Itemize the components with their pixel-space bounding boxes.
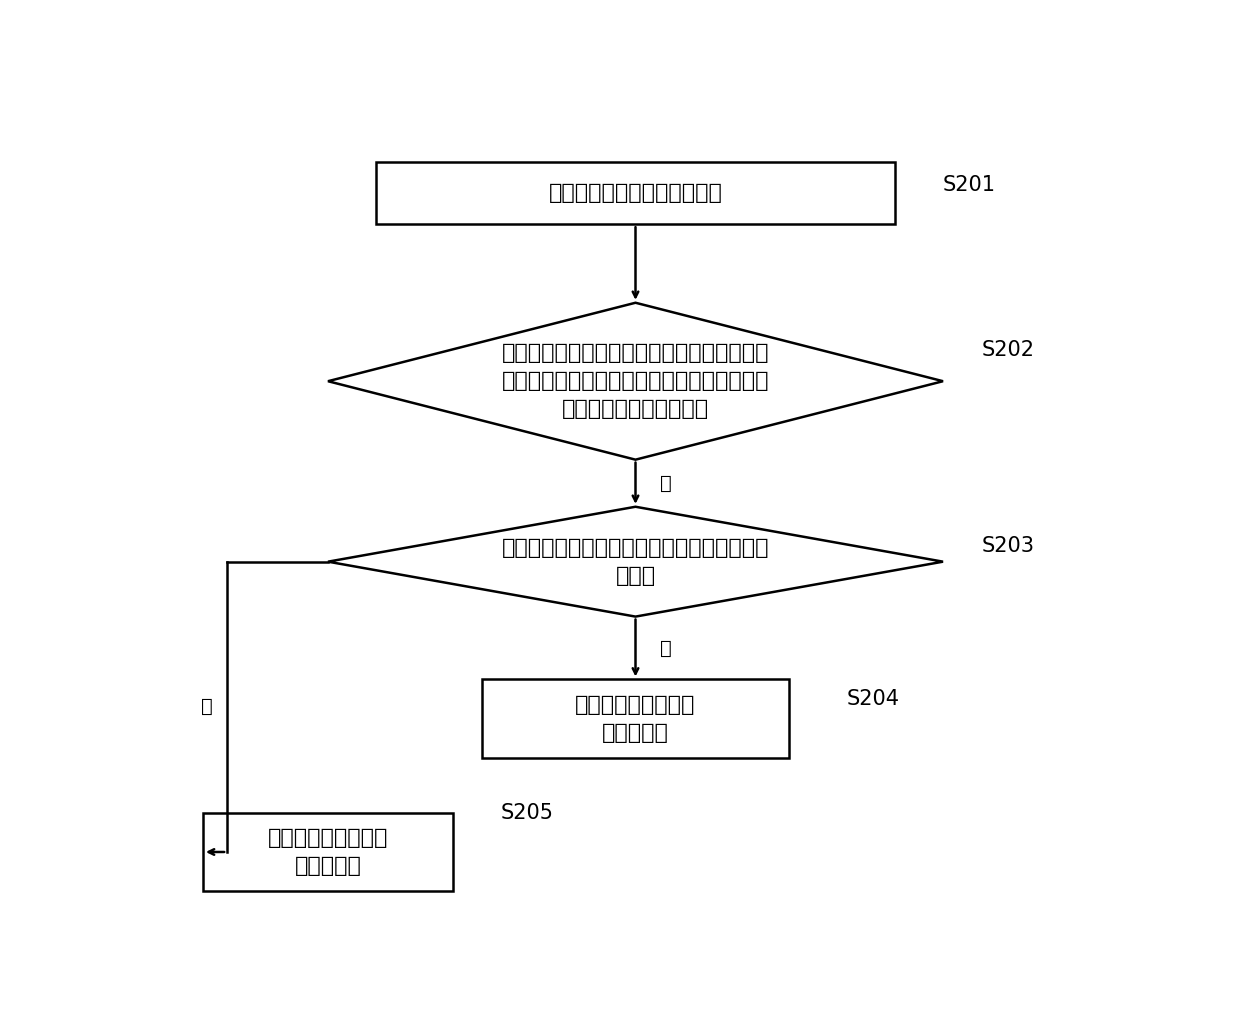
Text: S204: S204 — [847, 689, 900, 709]
Polygon shape — [327, 506, 944, 616]
Text: S201: S201 — [942, 175, 996, 195]
Text: 禁止响应所述应用程
序调度事件: 禁止响应所述应用程 序调度事件 — [575, 695, 696, 743]
FancyBboxPatch shape — [203, 813, 453, 892]
Text: 判断所述应用程序的标识是否记录在存储的白
名单中: 判断所述应用程序的标识是否记录在存储的白 名单中 — [502, 538, 769, 586]
Text: 否: 否 — [660, 474, 671, 493]
Text: 允许响应所述应用程
序调度事件: 允许响应所述应用程 序调度事件 — [268, 828, 388, 876]
Text: S203: S203 — [982, 536, 1034, 556]
FancyBboxPatch shape — [481, 680, 789, 758]
Text: 对系统调度服务作业进行监听: 对系统调度服务作业进行监听 — [548, 182, 723, 203]
Text: 检测到所述系统调度服务作业触发应用程序调
度事件时，判断所述应用程序调度事件对应的
应用程序是否为安全应用: 检测到所述系统调度服务作业触发应用程序调 度事件时，判断所述应用程序调度事件对应… — [502, 343, 769, 419]
Text: 否: 否 — [660, 639, 671, 657]
Text: S205: S205 — [501, 803, 554, 822]
Text: 是: 是 — [201, 697, 213, 716]
FancyBboxPatch shape — [376, 161, 895, 224]
Text: S202: S202 — [982, 339, 1034, 360]
Polygon shape — [327, 303, 944, 460]
